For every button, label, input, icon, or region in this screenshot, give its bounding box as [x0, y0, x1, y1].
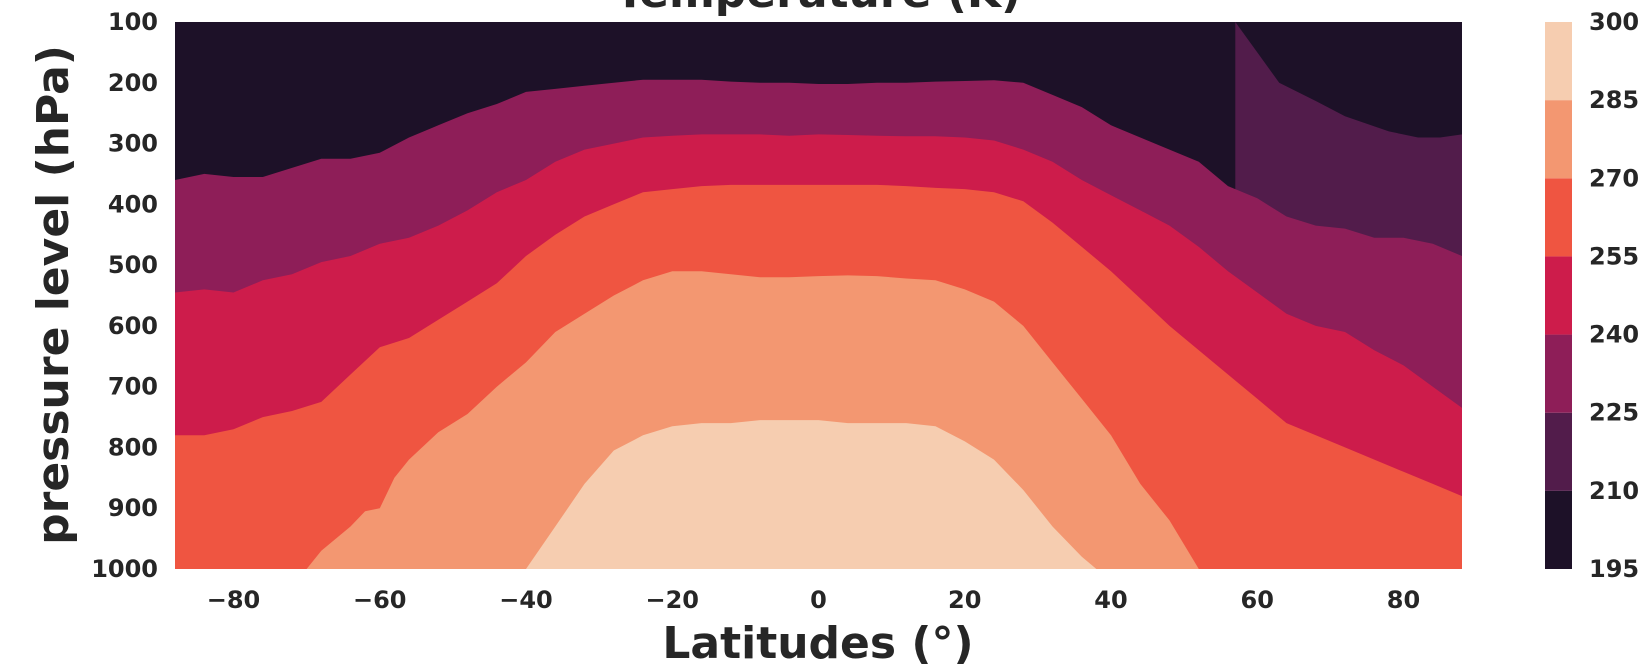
x-tick-label: 20	[948, 586, 981, 614]
x-tick-label: 80	[1387, 586, 1420, 614]
plot-area	[175, 22, 1462, 569]
y-tick-label: 1000	[91, 555, 158, 583]
y-tick-label: 700	[108, 373, 158, 401]
colorbar-segment	[1545, 490, 1572, 569]
y-tick-label: 500	[108, 251, 158, 279]
colorbar-segment	[1545, 334, 1572, 413]
y-tick-label: 900	[108, 494, 158, 522]
colorbar-tick-label: 285	[1589, 86, 1639, 114]
contour-band-285	[526, 420, 1097, 569]
x-tick-label: −80	[207, 586, 261, 614]
colorbar	[1545, 22, 1572, 569]
colorbar-segment	[1545, 256, 1572, 335]
colorbar-tick-label: 255	[1589, 242, 1639, 270]
x-tick-label: −40	[499, 586, 553, 614]
chart-title: Temperature (K)	[615, 0, 1021, 18]
y-tick-label: 600	[108, 312, 158, 340]
colorbar-segment	[1545, 22, 1572, 101]
colorbar-tick-label: 300	[1589, 8, 1639, 36]
colorbar-tick-label: 240	[1589, 321, 1639, 349]
colorbar-tick-label: 195	[1589, 555, 1639, 583]
x-tick-label: 0	[810, 586, 827, 614]
colorbar-ticks: 195 210 225 240 255 270 285 300	[1589, 8, 1639, 583]
x-tick-label: 40	[1094, 586, 1127, 614]
colorbar-tick-label: 210	[1589, 477, 1639, 505]
y-axis-label: pressure level (hPa)	[28, 45, 79, 545]
y-tick-label: 200	[108, 69, 158, 97]
colorbar-segment	[1545, 412, 1572, 491]
colorbar-tick-label: 225	[1589, 399, 1639, 427]
y-tick-label: 100	[108, 8, 158, 36]
y-tick-label: 400	[108, 190, 158, 218]
x-tick-label: −60	[353, 586, 407, 614]
colorbar-segment	[1545, 100, 1572, 179]
colorbar-segment	[1545, 178, 1572, 257]
x-axis-label: Latitudes (°)	[662, 618, 973, 667]
y-tick-label: 800	[108, 433, 158, 461]
y-axis-ticks: 100 200 300 400 500 600 700 800 900 1000	[91, 8, 158, 583]
y-tick-label: 300	[108, 130, 158, 158]
colorbar-tick-label: 270	[1589, 164, 1639, 192]
x-tick-label: −20	[645, 586, 699, 614]
x-axis-ticks: −80 −60 −40 −20 0 20 40 60 80	[207, 586, 1420, 614]
x-tick-label: 60	[1241, 586, 1274, 614]
